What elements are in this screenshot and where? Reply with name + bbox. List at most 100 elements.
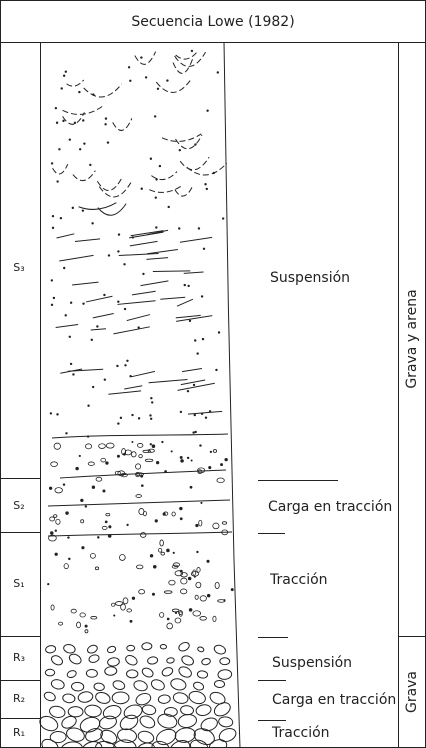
texture-mark xyxy=(54,443,60,449)
texture-mark xyxy=(68,706,83,717)
texture-mark xyxy=(92,93,94,95)
texture-mark xyxy=(180,517,183,520)
texture-mark xyxy=(157,88,159,90)
texture-mark xyxy=(85,625,88,628)
texture-mark xyxy=(135,741,156,748)
texture-mark xyxy=(87,435,89,437)
texture-mark xyxy=(81,546,84,549)
texture-mark xyxy=(72,207,74,209)
texture-mark xyxy=(77,691,93,704)
texture-mark xyxy=(119,555,125,561)
texture-mark xyxy=(200,596,206,601)
texture-mark xyxy=(50,678,65,690)
texture-mark xyxy=(206,109,208,111)
texture-mark xyxy=(160,297,185,299)
texture-mark xyxy=(111,603,115,606)
unit-label: S₂ xyxy=(13,499,24,512)
texture-mark xyxy=(56,122,58,124)
texture-mark xyxy=(113,118,132,130)
texture-mark xyxy=(136,495,142,498)
texture-mark xyxy=(57,234,75,238)
texture-mark xyxy=(141,484,144,487)
texture-mark xyxy=(192,431,194,433)
texture-mark xyxy=(142,704,157,716)
texture-mark xyxy=(124,308,126,310)
texture-mark xyxy=(149,380,188,383)
texture-mark xyxy=(69,336,71,338)
texture-mark xyxy=(82,302,84,304)
texture-mark xyxy=(62,693,75,703)
texture-mark xyxy=(85,630,88,633)
texture-mark xyxy=(51,162,53,164)
left-dividers xyxy=(0,479,40,719)
texture-mark xyxy=(124,654,139,667)
texture-mark xyxy=(189,608,193,612)
texture-mark xyxy=(180,411,182,413)
texture-mark xyxy=(71,609,76,613)
texture-mark xyxy=(98,714,118,731)
texture-mark xyxy=(171,450,173,452)
texture-mark xyxy=(71,682,84,691)
texture-mark xyxy=(194,431,196,433)
texture-mark xyxy=(150,443,152,445)
texture-mark xyxy=(60,217,62,219)
texture-mark xyxy=(187,457,189,459)
diagram: Secuencia Lowe (1982) S₃ S₂ S₁ R₃ R₂ R₁ … xyxy=(0,0,426,748)
texture-mark xyxy=(181,578,187,584)
texture-mark xyxy=(222,217,224,219)
texture-mark xyxy=(68,652,83,666)
unit-label: S₁ xyxy=(13,577,24,590)
texture-mark xyxy=(155,226,157,228)
texture-mark xyxy=(160,612,164,617)
texture-mark xyxy=(124,364,126,366)
texture-mark xyxy=(191,460,193,462)
texture-mark xyxy=(95,567,98,570)
texture-mark xyxy=(179,507,182,510)
texture-mark xyxy=(218,716,233,728)
texture-mark xyxy=(150,397,152,399)
texture-mark xyxy=(189,738,210,748)
texture-mark xyxy=(75,239,100,242)
texture-mark xyxy=(53,164,68,174)
annotation: Tracción xyxy=(269,572,328,588)
texture-mark xyxy=(135,464,140,469)
texture-mark xyxy=(86,296,112,302)
texture-mark xyxy=(91,616,97,619)
texture-mark xyxy=(213,616,216,621)
texture-mark xyxy=(84,84,122,97)
texture-mark xyxy=(90,553,95,558)
texture-mark xyxy=(43,691,57,703)
texture-mark xyxy=(177,713,197,729)
texture-mark xyxy=(152,593,155,596)
texture-mark xyxy=(150,678,166,692)
texture-mark xyxy=(155,519,158,522)
texture-mark xyxy=(49,487,52,490)
texture-mark xyxy=(84,704,102,717)
texture-mark xyxy=(175,135,201,149)
texture-mark xyxy=(205,416,207,418)
texture-mark xyxy=(65,511,68,514)
annotation: Tracción xyxy=(271,725,330,741)
texture-mark xyxy=(112,692,129,704)
frame xyxy=(1,1,426,748)
texture-mark xyxy=(106,513,110,516)
texture-mark xyxy=(51,304,53,306)
texture-mark xyxy=(128,66,130,68)
texture-mark xyxy=(54,515,57,518)
texture-mark xyxy=(168,206,170,208)
texture-mark xyxy=(210,451,212,453)
texture-mark xyxy=(58,622,62,625)
texture-mark xyxy=(51,462,58,467)
texture-mark xyxy=(180,237,212,242)
texture-mark xyxy=(199,444,201,446)
texture-mark xyxy=(214,680,225,688)
texture-mark xyxy=(127,670,138,678)
texture-mark xyxy=(161,552,165,555)
texture-mark xyxy=(76,622,80,628)
texture-mark xyxy=(192,681,204,691)
column-edge xyxy=(224,42,240,748)
texture-mark xyxy=(220,658,230,665)
texture-mark xyxy=(99,444,106,449)
texture-mark xyxy=(209,410,211,412)
texture-mark xyxy=(63,643,76,654)
